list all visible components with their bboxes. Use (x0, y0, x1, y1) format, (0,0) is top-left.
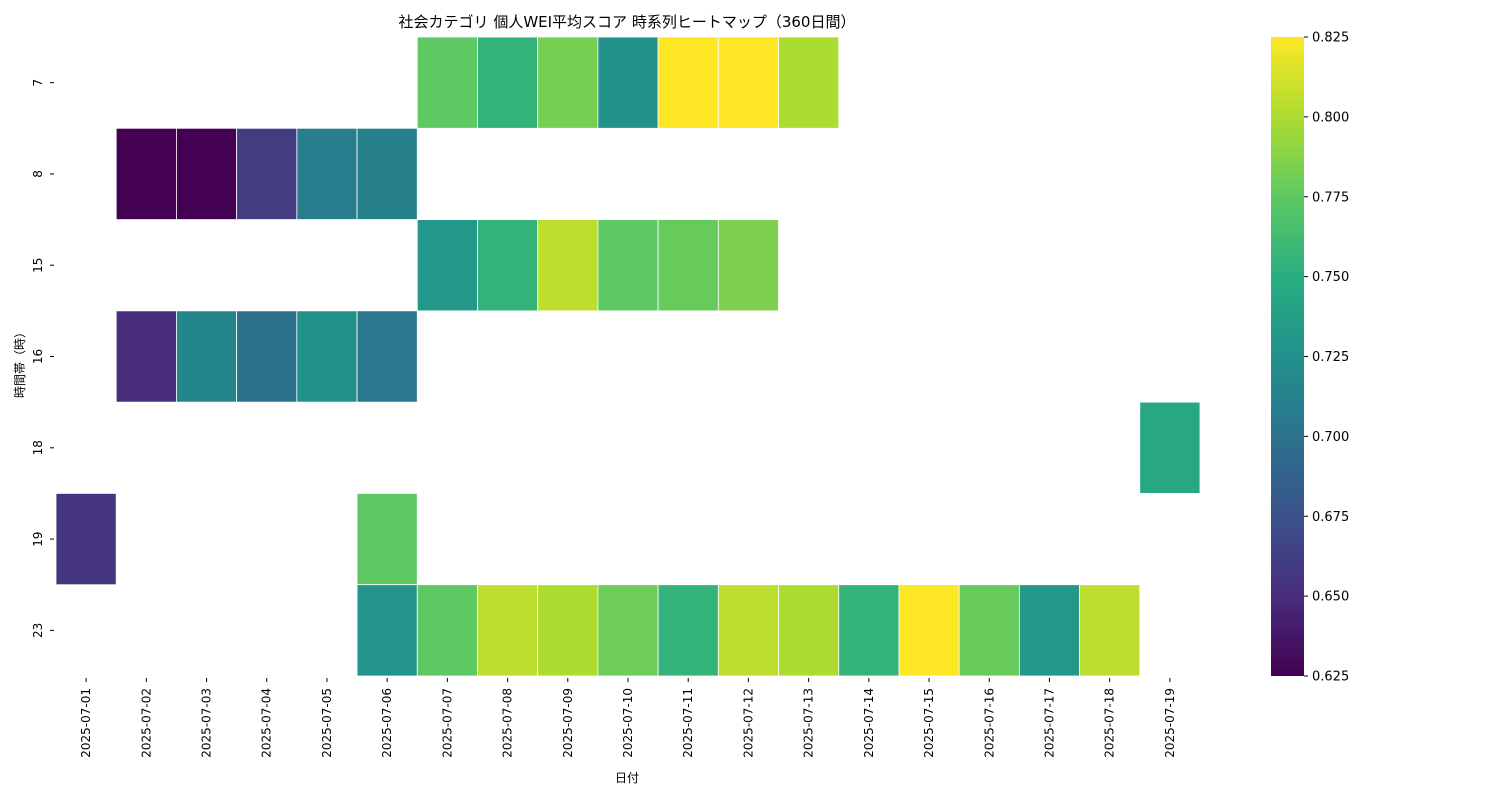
colorbar-tick-label: 0.750 (1312, 270, 1349, 285)
x-tick-label: 2025-07-03 (200, 688, 214, 758)
heatmap-cell (236, 310, 298, 403)
heatmap-cell (296, 127, 358, 220)
x-tick-label: 2025-07-04 (260, 688, 274, 758)
x-tick-label: 2025-07-08 (501, 688, 515, 758)
heatmap-cell (838, 584, 900, 677)
heatmap-cell (778, 584, 840, 677)
y-tick-label: 8 (31, 170, 45, 178)
heatmap-cell (477, 219, 539, 312)
heatmap-cell (717, 219, 779, 312)
heatmap-cell (115, 127, 177, 220)
colorbar (1271, 37, 1304, 676)
x-axis-label: 日付 (615, 771, 639, 785)
x-axis-ticks: 2025-07-01 2025-07-02 2025-07-03 2025-07-04… (79, 678, 1177, 758)
y-axis-ticks: 7 8 15 16 18 19 23 (31, 79, 54, 638)
y-tick-label: 23 (31, 623, 45, 638)
colorbar-tick-label: 0.800 (1312, 110, 1349, 125)
heatmap-cell (597, 36, 659, 129)
x-tick-label: 2025-07-01 (79, 688, 93, 758)
x-tick-label: 2025-07-09 (561, 688, 575, 758)
heatmap-cell (717, 36, 779, 129)
heatmap-cell (115, 310, 177, 403)
heatmap-cell (176, 127, 238, 220)
y-axis-label: 時間帯（時） (13, 326, 27, 398)
x-tick-label: 2025-07-18 (1103, 688, 1117, 758)
heatmap-cell (55, 493, 117, 586)
heatmap-cell (356, 584, 418, 677)
heatmap-cell (657, 219, 719, 312)
colorbar-tick-label: 0.650 (1312, 590, 1349, 605)
y-tick-label: 16 (31, 349, 45, 364)
x-tick-label: 2025-07-11 (681, 688, 695, 758)
heatmap-cell (597, 219, 659, 312)
heatmap-cell (537, 36, 599, 129)
heatmap-cell (236, 127, 298, 220)
heatmap-cells (55, 36, 1201, 677)
heatmap-cell (356, 493, 418, 586)
heatmap-cell (657, 584, 719, 677)
x-tick-label: 2025-07-16 (982, 688, 996, 758)
heatmap-cell (537, 584, 599, 677)
heatmap-cell (597, 584, 659, 677)
heatmap-cell (477, 36, 539, 129)
x-tick-label: 2025-07-02 (139, 688, 153, 758)
heatmap-cell (176, 310, 238, 403)
y-tick-label: 15 (31, 258, 45, 273)
heatmap-cell (1139, 401, 1201, 494)
x-tick-label: 2025-07-07 (440, 688, 454, 758)
heatmap-cell (1018, 584, 1080, 677)
x-tick-label: 2025-07-05 (320, 688, 334, 758)
y-tick-label: 18 (31, 440, 45, 455)
x-tick-label: 2025-07-14 (862, 688, 876, 758)
colorbar-tick-label: 0.775 (1312, 190, 1349, 205)
x-tick-label: 2025-07-12 (741, 688, 755, 758)
heatmap-cell (1079, 584, 1141, 677)
heatmap-cell (537, 219, 599, 312)
x-tick-label: 2025-07-17 (1042, 688, 1056, 758)
y-tick-label: 7 (31, 79, 45, 87)
colorbar-tick-label: 0.700 (1312, 430, 1349, 445)
heatmap-cell (778, 36, 840, 129)
heatmap-cell (356, 310, 418, 403)
colorbar-tick-label: 0.725 (1312, 350, 1349, 365)
heatmap-cell (717, 584, 779, 677)
colorbar-tick-label: 0.675 (1312, 510, 1349, 525)
heatmap-cell (958, 584, 1020, 677)
heatmap-cell (477, 584, 539, 677)
colorbar-tick-label: 0.625 (1312, 670, 1349, 685)
colorbar-tick-label: 0.825 (1312, 31, 1349, 46)
x-tick-label: 2025-07-13 (802, 688, 816, 758)
heatmap-cell (356, 127, 418, 220)
x-tick-label: 2025-07-15 (922, 688, 936, 758)
heatmap-cell (898, 584, 960, 677)
colorbar-ticks: 0.625 0.650 0.675 0.700 0.725 0.750 0.775 0.800… (1304, 31, 1349, 685)
y-tick-label: 19 (31, 531, 45, 546)
x-tick-label: 2025-07-10 (621, 688, 635, 758)
x-tick-label: 2025-07-19 (1163, 688, 1177, 758)
heatmap-cell (416, 36, 478, 129)
x-tick-label: 2025-07-06 (380, 688, 394, 758)
heatmap-cell (416, 219, 478, 312)
heatmap-cell (296, 310, 358, 403)
heatmap-cell (416, 584, 478, 677)
heatmap-cell (657, 36, 719, 129)
chart-title: 社会カテゴリ 個人WEI平均スコア 時系列ヒートマップ（360日間） (399, 13, 856, 31)
